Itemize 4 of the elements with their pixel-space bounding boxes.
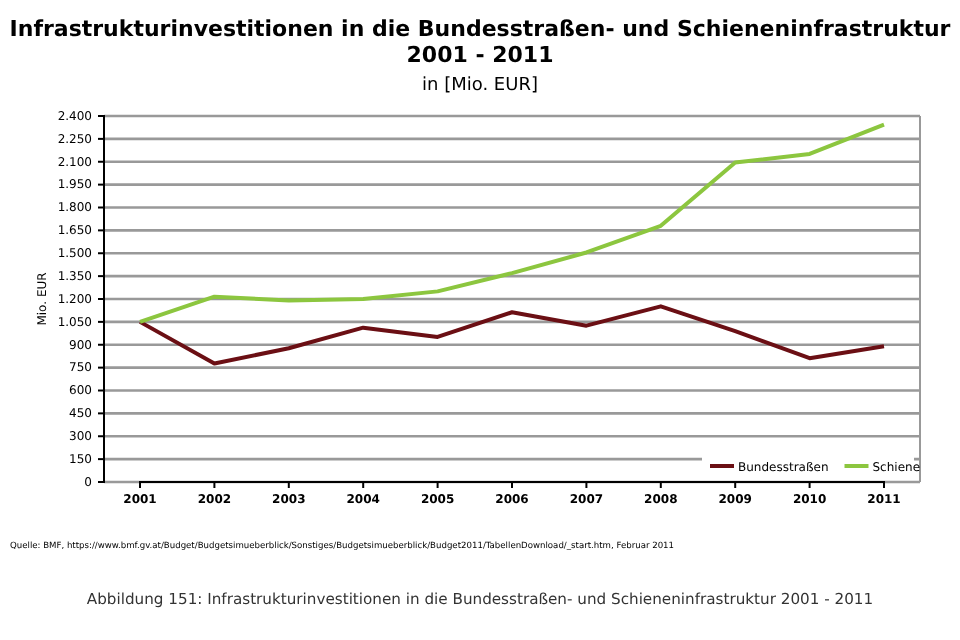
line-series: [138, 122, 886, 324]
line-series: [138, 304, 886, 366]
chart-title: Infrastrukturinvestitionen in die Bundesstraßen- und Schieneninfrastruktur 2001 - 2011: [9, 16, 952, 68]
chart-subtitle: in [Mio. EUR]: [422, 76, 538, 96]
